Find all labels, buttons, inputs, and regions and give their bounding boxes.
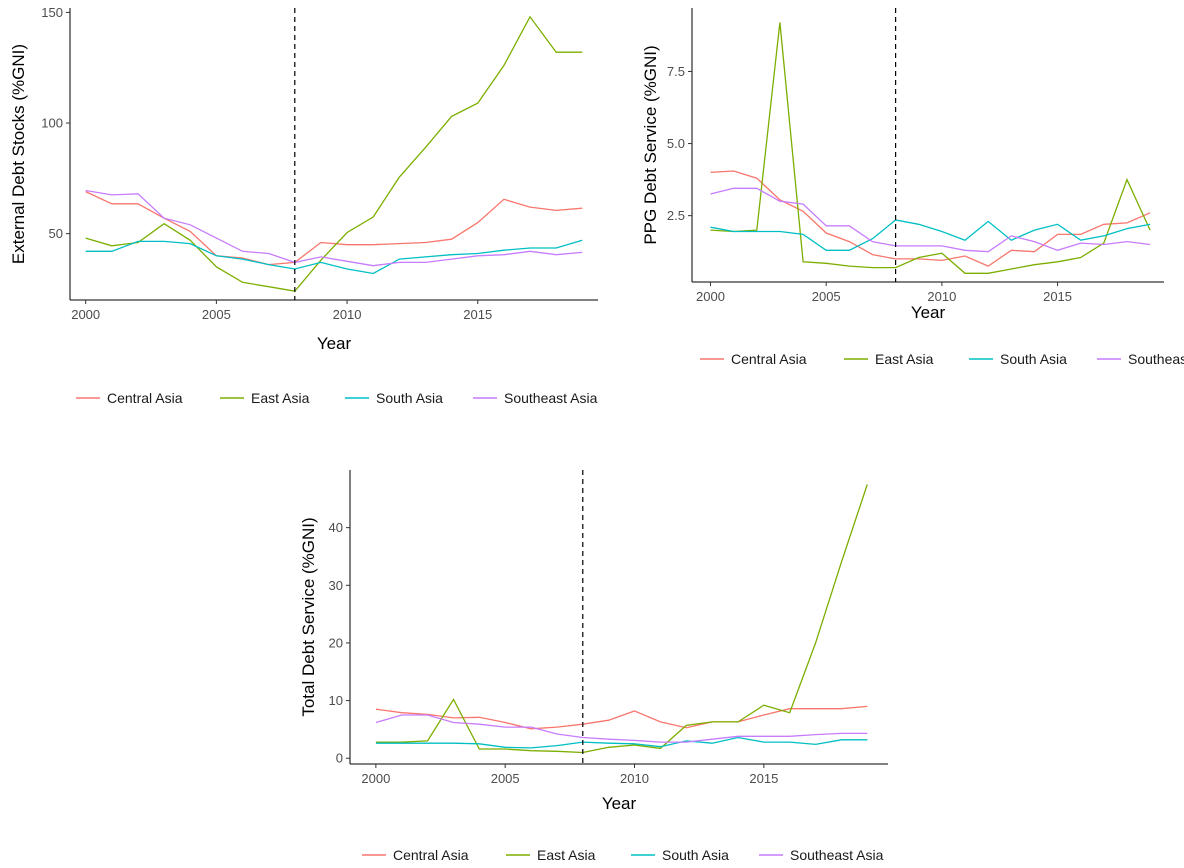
x-tick-label: 2005 (812, 289, 841, 304)
x-tick-label: 2010 (927, 289, 956, 304)
x-tick-label: 2015 (463, 307, 492, 322)
x-tick-label: 2000 (361, 771, 390, 786)
x-tick-label: 2010 (333, 307, 362, 322)
legend-label: Southeast Asia (790, 847, 884, 863)
series-line-central-asia (85, 191, 583, 266)
series-line-central-asia (710, 170, 1151, 267)
legend-label: East Asia (537, 847, 596, 863)
legend-label: South Asia (1000, 351, 1067, 367)
y-axis-title: External Debt Stocks (%GNI) (9, 44, 28, 264)
y-axis-title: Total Debt Service (%GNI) (299, 517, 318, 716)
x-tick-label: 2015 (749, 771, 778, 786)
x-axis-title: Year (602, 794, 637, 813)
x-tick-label: 2000 (696, 289, 725, 304)
legend-label: Southeast Asia (1128, 351, 1184, 367)
y-tick-label: 10 (329, 693, 343, 708)
series-line-east-asia (85, 15, 583, 292)
legend-label: Central Asia (731, 351, 807, 367)
chart-panel-1: 50 100 150 2000 2005 2010 2015 Year External Deb… (9, 5, 598, 406)
y-tick-label: 20 (329, 635, 343, 650)
x-tick-label: 2005 (202, 307, 231, 322)
y-tick-label: 2.5 (667, 208, 685, 223)
y-axis-title: PPG Debt Service (%GNI) (641, 45, 660, 244)
y-tick-label: 30 (329, 578, 343, 593)
legend-label: Central Asia (393, 847, 469, 863)
chart-panel-2: 2.5 5.0 7.5 2000 2005 2010 2015 Year PPG Debt Se… (641, 8, 1184, 367)
series-line-central-asia (375, 705, 868, 730)
series-line-southeast-asia (375, 714, 868, 743)
series-line-south-asia (85, 239, 583, 275)
legend-label: East Asia (251, 390, 310, 406)
legend: Central Asia East Asia South Asia Southeast… (700, 351, 1184, 367)
series-line-south-asia (375, 736, 868, 749)
series-line-south-asia (710, 219, 1151, 251)
legend-label: South Asia (662, 847, 729, 863)
x-axis-title: Year (911, 303, 946, 322)
y-tick-label: 7.5 (667, 64, 685, 79)
legend-label: Southeast Asia (504, 390, 598, 406)
x-tick-label: 2000 (71, 307, 100, 322)
series-line-east-asia (710, 22, 1151, 274)
legend: Central Asia East Asia South Asia Southeast… (362, 847, 884, 863)
legend: Central Asia East Asia South Asia Southeast… (76, 390, 598, 406)
x-tick-label: 2015 (1043, 289, 1072, 304)
y-tick-label: 0 (336, 751, 343, 766)
x-tick-label: 2010 (620, 771, 649, 786)
x-axis-title: Year (317, 334, 352, 353)
series-line-southeast-asia (710, 187, 1151, 253)
y-tick-label: 40 (329, 520, 343, 535)
legend-label: South Asia (376, 390, 443, 406)
y-tick-label: 50 (49, 226, 63, 241)
y-tick-label: 5.0 (667, 136, 685, 151)
x-tick-label: 2005 (491, 771, 520, 786)
series-line-southeast-asia (85, 189, 583, 267)
legend-label: Central Asia (107, 390, 183, 406)
legend-label: East Asia (875, 351, 934, 367)
chart-panel-3: 0 10 20 30 40 2000 2005 2010 2015 Year Total Debt … (299, 470, 888, 863)
y-tick-label: 100 (41, 116, 63, 131)
series-line-east-asia (375, 484, 868, 754)
y-tick-label: 150 (41, 5, 63, 20)
